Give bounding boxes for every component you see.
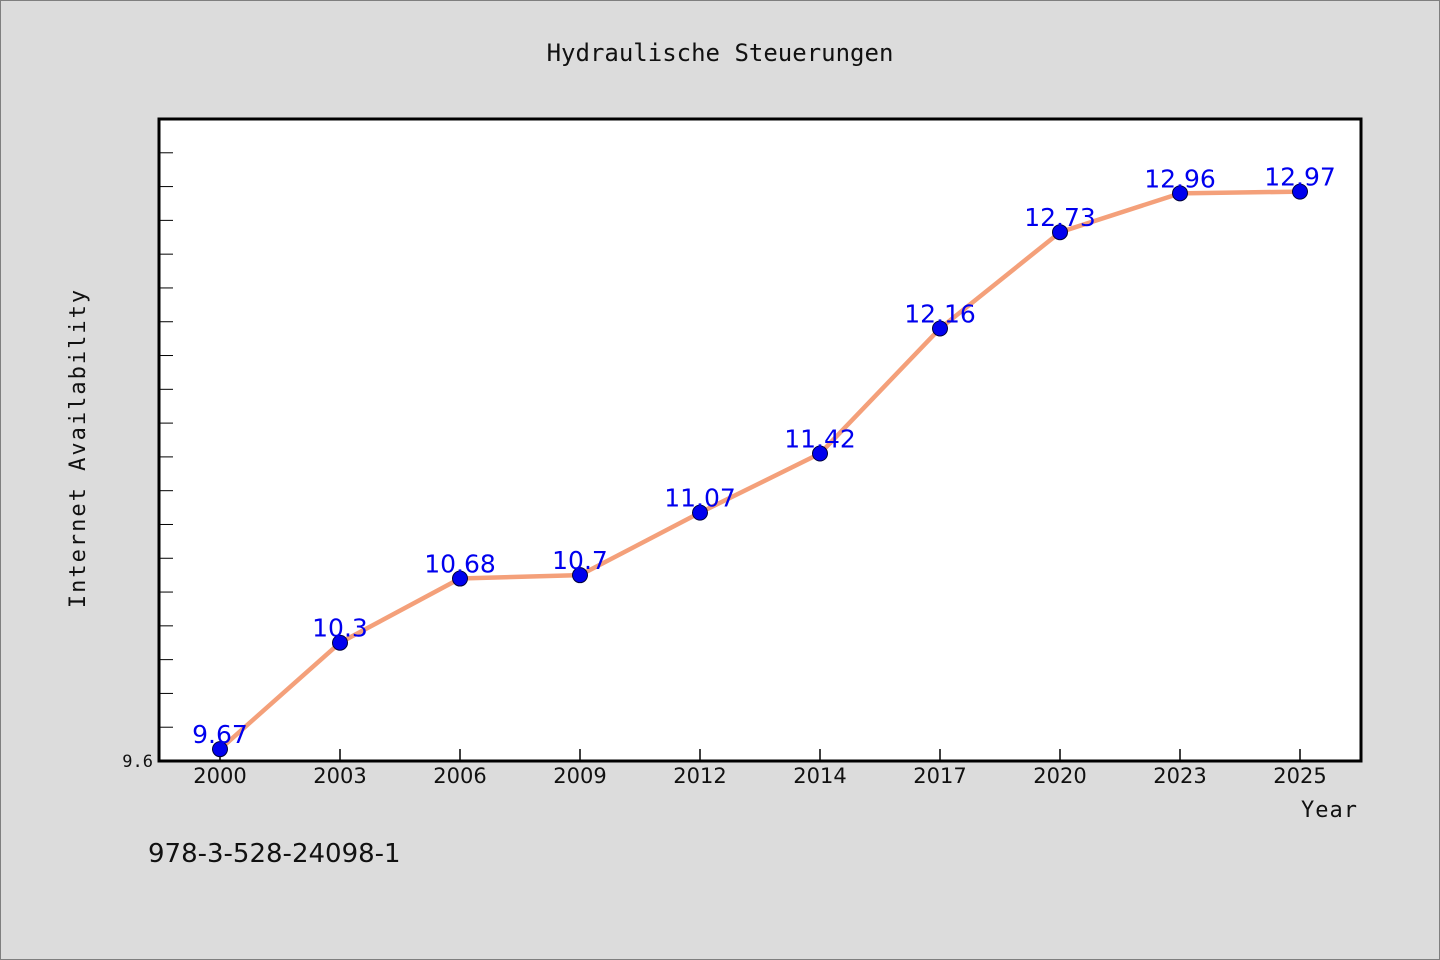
x-tick-label: 2020 (1033, 764, 1086, 788)
data-point (572, 567, 588, 584)
y-axis-ticks (159, 118, 173, 762)
data-point (932, 320, 948, 337)
data-value-label: 12.16 (904, 299, 976, 328)
data-value-label: 11.42 (784, 425, 856, 454)
isbn-footer: 978-3-528-24098-1 (148, 839, 401, 869)
data-value-label: 12.97 (1264, 163, 1336, 192)
data-point (1172, 185, 1188, 202)
data-point (452, 570, 468, 587)
data-markers (212, 183, 1308, 758)
series-line (217, 189, 1303, 752)
plot-area (157, 117, 1363, 763)
x-tick-label: 2009 (553, 764, 606, 788)
data-point (1052, 224, 1068, 241)
data-labels: 9.67 10.3 10.68 10.7 11.07 11.42 12.16 12.73 12.… (192, 163, 1336, 750)
data-value-label: 10.68 (424, 550, 496, 579)
x-tick-label: 2017 (913, 764, 966, 788)
chart-title: Hydraulische Steuerungen (547, 39, 894, 67)
y-axis-label: Internet Availability (66, 288, 91, 608)
y-tick-label: 9.6 (122, 752, 153, 772)
data-point (812, 445, 828, 462)
data-point (332, 634, 348, 651)
y-axis-tick-labels: 9.6 (122, 752, 153, 772)
data-value-label: 9.67 (192, 720, 248, 749)
data-value-label: 11.07 (664, 484, 736, 513)
x-tick-label: 2012 (673, 764, 726, 788)
x-tick-label: 2025 (1273, 764, 1326, 788)
x-axis-tick-labels: 2000 2003 2006 2009 2012 2014 2017 2020 2023 2025 (193, 764, 1326, 788)
data-point (692, 504, 708, 521)
x-tick-label: 2006 (433, 764, 486, 788)
data-point (1292, 183, 1308, 200)
x-tick-label: 2014 (793, 764, 846, 788)
data-value-label: 10.7 (552, 546, 608, 575)
data-value-label: 12.96 (1144, 164, 1216, 193)
x-tick-label: 2000 (193, 764, 246, 788)
x-tick-label: 2003 (313, 764, 366, 788)
data-point (212, 741, 228, 758)
x-axis-label: Year (1301, 798, 1358, 823)
data-value-label: 12.73 (1024, 203, 1096, 232)
data-value-label: 10.3 (312, 614, 368, 643)
x-tick-label: 2023 (1153, 764, 1206, 788)
